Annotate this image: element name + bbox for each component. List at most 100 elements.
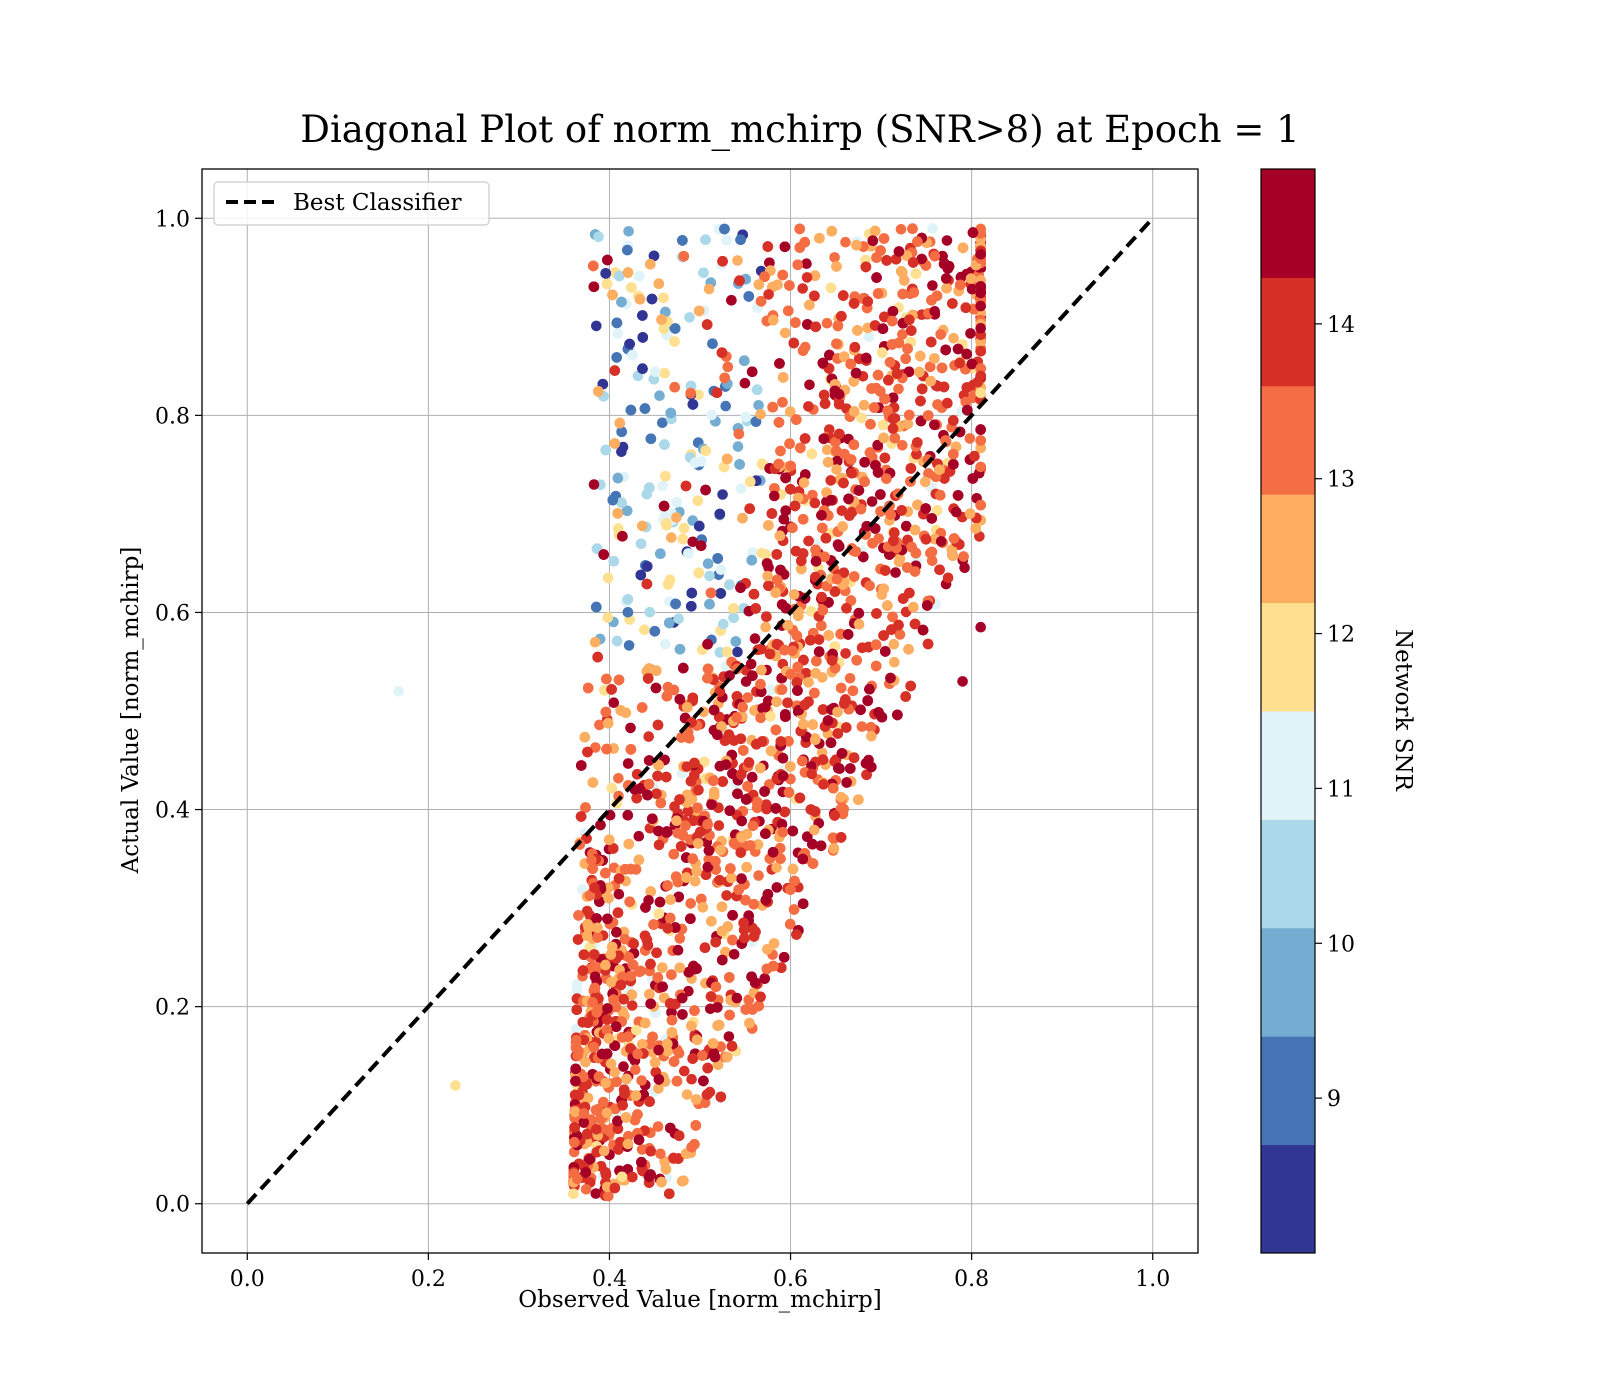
- scatter-point: [662, 880, 673, 891]
- scatter-point: [588, 1041, 600, 1053]
- scatter-point: [813, 646, 825, 657]
- scatter-point: [704, 570, 715, 582]
- scatter-point: [820, 532, 832, 544]
- scatter-point: [829, 586, 841, 597]
- scatter-point: [819, 398, 831, 409]
- scatter-point: [795, 442, 806, 454]
- scatter-point: [878, 432, 889, 444]
- scatter-point: [794, 223, 805, 235]
- scatter-point: [751, 384, 763, 396]
- scatter-point: [784, 438, 795, 450]
- scatter-point: [643, 755, 655, 766]
- scatter-point: [715, 564, 727, 575]
- scatter-point: [838, 351, 850, 363]
- scatter-point: [877, 323, 889, 335]
- scatter-point: [658, 323, 670, 335]
- scatter-point: [618, 1061, 629, 1072]
- scatter-point: [637, 363, 648, 375]
- scatter-point: [680, 480, 692, 492]
- scatter-point: [926, 546, 938, 558]
- scatter-point: [775, 853, 786, 864]
- scatter-point: [827, 832, 839, 844]
- scatter-point: [844, 510, 855, 521]
- scatter-point: [878, 233, 890, 244]
- scatter-point: [769, 490, 780, 502]
- scatter-point: [831, 464, 842, 475]
- scatter-point: [749, 705, 760, 716]
- scatter-point: [881, 255, 892, 266]
- scatter-point: [579, 731, 591, 743]
- scatter-point: [724, 1009, 735, 1021]
- scatter-point: [770, 724, 782, 736]
- scatter-point: [668, 848, 680, 860]
- scatter-point: [776, 818, 788, 830]
- scatter-point: [826, 225, 838, 237]
- scatter-point: [838, 477, 849, 489]
- scatter-point: [665, 894, 676, 905]
- scatter-point: [954, 357, 965, 369]
- scatter-point: [622, 244, 633, 256]
- scatter-point: [608, 697, 620, 708]
- scatter-point: [962, 404, 973, 416]
- scatter-point: [821, 487, 832, 498]
- scatter-point: [806, 448, 818, 460]
- scatter-point: [687, 399, 699, 410]
- scatter-point: [917, 624, 929, 636]
- scatter-point: [677, 235, 688, 246]
- scatter-point: [706, 799, 717, 810]
- scatter-point: [785, 761, 796, 772]
- scatter-point: [861, 769, 872, 781]
- scatter-point: [809, 824, 820, 836]
- scatter-point: [625, 404, 637, 416]
- scatter-point: [904, 314, 915, 326]
- scatter-point: [727, 934, 738, 946]
- scatter-point: [751, 796, 763, 808]
- scatter-point: [818, 389, 830, 401]
- scatter-point: [848, 439, 860, 451]
- scatter-point: [572, 934, 584, 945]
- scatter-point: [653, 908, 665, 919]
- scatter-point: [610, 1021, 622, 1032]
- scatter-point: [886, 624, 897, 635]
- scatter-point: [887, 423, 899, 434]
- scatter-point: [621, 505, 633, 517]
- scatter-point: [685, 898, 696, 909]
- scatter-point: [689, 875, 701, 887]
- scatter-point: [745, 840, 756, 851]
- scatter-point: [617, 441, 629, 453]
- scatter-point: [593, 386, 604, 397]
- scatter-point: [838, 567, 850, 579]
- scatter-point: [657, 981, 668, 993]
- scatter-point: [866, 496, 878, 507]
- scatter-point: [601, 743, 612, 755]
- scatter-point: [606, 684, 617, 695]
- scatter-point: [769, 483, 780, 494]
- scatter-point: [592, 651, 603, 663]
- scatter-point: [734, 459, 745, 470]
- scatter-point: [665, 407, 677, 419]
- scatter-point: [669, 381, 680, 393]
- scatter-point: [785, 669, 796, 680]
- scatter-point: [802, 831, 813, 842]
- scatter-point: [699, 756, 710, 768]
- scatter-point: [762, 570, 773, 582]
- scatter-point: [600, 1167, 611, 1178]
- scatter-point: [633, 854, 645, 866]
- scatter-point: [824, 349, 835, 361]
- scatter-point: [770, 803, 782, 814]
- scatter-point: [894, 629, 906, 640]
- scatter-point: [744, 503, 755, 514]
- scatter-point: [717, 776, 728, 787]
- scatter-point: [715, 1091, 727, 1103]
- scatter-point: [570, 1063, 581, 1075]
- scatter-point: [942, 572, 954, 584]
- scatter-point: [797, 755, 808, 767]
- scatter-point: [777, 397, 788, 408]
- scatter-point: [661, 518, 672, 529]
- scatter-point: [624, 338, 635, 350]
- scatter-point: [877, 347, 888, 358]
- scatter-point: [896, 505, 907, 516]
- scatter-point: [916, 253, 927, 265]
- scatter-point: [673, 1153, 684, 1164]
- scatter-point: [767, 847, 779, 858]
